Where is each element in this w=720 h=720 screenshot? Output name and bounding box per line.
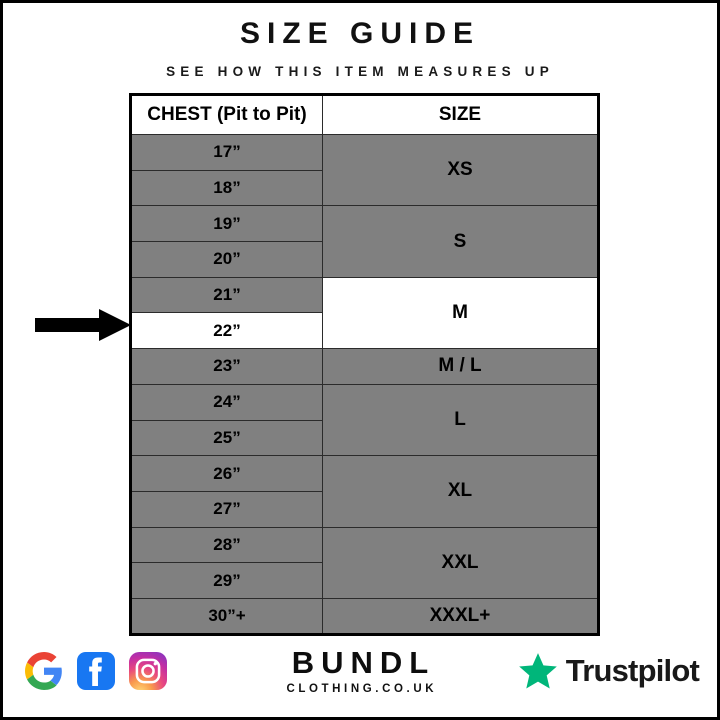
chest-measurement-cell: 20” xyxy=(130,241,323,278)
instagram-icon xyxy=(129,652,167,690)
table-header-row: CHEST (Pit to Pit) SIZE xyxy=(130,94,599,135)
table-row: 20” xyxy=(130,241,599,278)
chest-measurement-cell: 23” xyxy=(130,348,323,385)
size-label-cell: XL xyxy=(322,455,599,528)
google-link[interactable] xyxy=(25,652,63,690)
google-icon xyxy=(25,652,62,690)
selection-arrow-icon xyxy=(35,309,131,341)
trustpilot-logo: Trustpilot xyxy=(517,650,700,692)
table-row: 24” L xyxy=(130,383,599,457)
trustpilot-wordmark: Trustpilot xyxy=(565,653,700,688)
chest-measurement-cell: 17” xyxy=(130,134,323,171)
chest-measurement-cell: 21” xyxy=(130,276,323,314)
page-subtitle: SEE HOW THIS ITEM MEASURES UP xyxy=(166,63,554,79)
chest-measurement-cell: 26” xyxy=(130,455,323,492)
size-label-cell: XXXL+ xyxy=(322,597,599,635)
brand-domain: CLOTHING.CO.UK xyxy=(286,683,438,695)
table-row: 17” XS xyxy=(130,133,599,207)
table-row: 29” xyxy=(130,562,599,599)
table-row: 21” M xyxy=(130,276,599,350)
instagram-link[interactable] xyxy=(129,652,167,690)
table-row: 19” S xyxy=(130,205,599,278)
chest-measurement-cell: 25” xyxy=(130,419,323,457)
size-label-cell: XXL xyxy=(322,526,599,599)
facebook-link[interactable] xyxy=(77,652,115,690)
size-label-cell: XS xyxy=(322,133,599,207)
social-links xyxy=(25,652,167,690)
table-row: 28” XXL xyxy=(130,526,599,599)
chest-measurement-cell: 29” xyxy=(130,562,323,599)
brand-logo: BUNDL CLOTHING.CO.UK xyxy=(283,647,437,695)
size-label-cell: L xyxy=(322,383,599,457)
table-row: 23” M / L xyxy=(130,348,599,385)
chest-measurement-cell: 18” xyxy=(130,169,323,207)
table-row: 27” xyxy=(130,490,599,528)
trustpilot-star-icon xyxy=(518,653,557,689)
size-label-cell: S xyxy=(322,205,599,278)
chest-measurement-cell: 30”+ xyxy=(130,597,323,635)
chest-measurement-cell: 24” xyxy=(130,383,323,421)
size-table-wrapper: CHEST (Pit to Pit) SIZE 17” XS 18” 19” S 20” 2… xyxy=(129,93,600,636)
column-header-chest: CHEST (Pit to Pit) xyxy=(130,94,323,135)
header: SIZE GUIDE SEE HOW THIS ITEM MEASURES UP xyxy=(3,3,717,79)
chest-measurement-cell: 22” xyxy=(130,312,323,350)
size-table: CHEST (Pit to Pit) SIZE 17” XS 18” 19” S 20” 2… xyxy=(129,93,600,636)
table-body: 17” XS 18” 19” S 20” 21” M 22” 23” M / L 24” L 25” 26”… xyxy=(130,133,599,635)
chest-measurement-cell: 27” xyxy=(130,490,323,528)
chest-measurement-cell: 28” xyxy=(130,526,323,564)
footer: BUNDL CLOTHING.CO.UK Trustpilot xyxy=(3,633,717,709)
column-header-size: SIZE xyxy=(322,94,599,135)
table-head: CHEST (Pit to Pit) SIZE xyxy=(130,94,599,135)
facebook-icon xyxy=(77,652,115,690)
page-title: SIZE GUIDE xyxy=(239,17,481,50)
table-row: 25” xyxy=(130,419,599,457)
brand-name: BUNDL xyxy=(291,645,436,680)
chest-measurement-cell: 19” xyxy=(130,205,323,243)
table-row: 26” XL xyxy=(130,455,599,528)
table-row: 30”+ XXXL+ xyxy=(130,597,599,635)
size-label-cell: M xyxy=(322,276,599,350)
table-row: 18” xyxy=(130,169,599,207)
size-label-cell: M / L xyxy=(322,348,599,385)
